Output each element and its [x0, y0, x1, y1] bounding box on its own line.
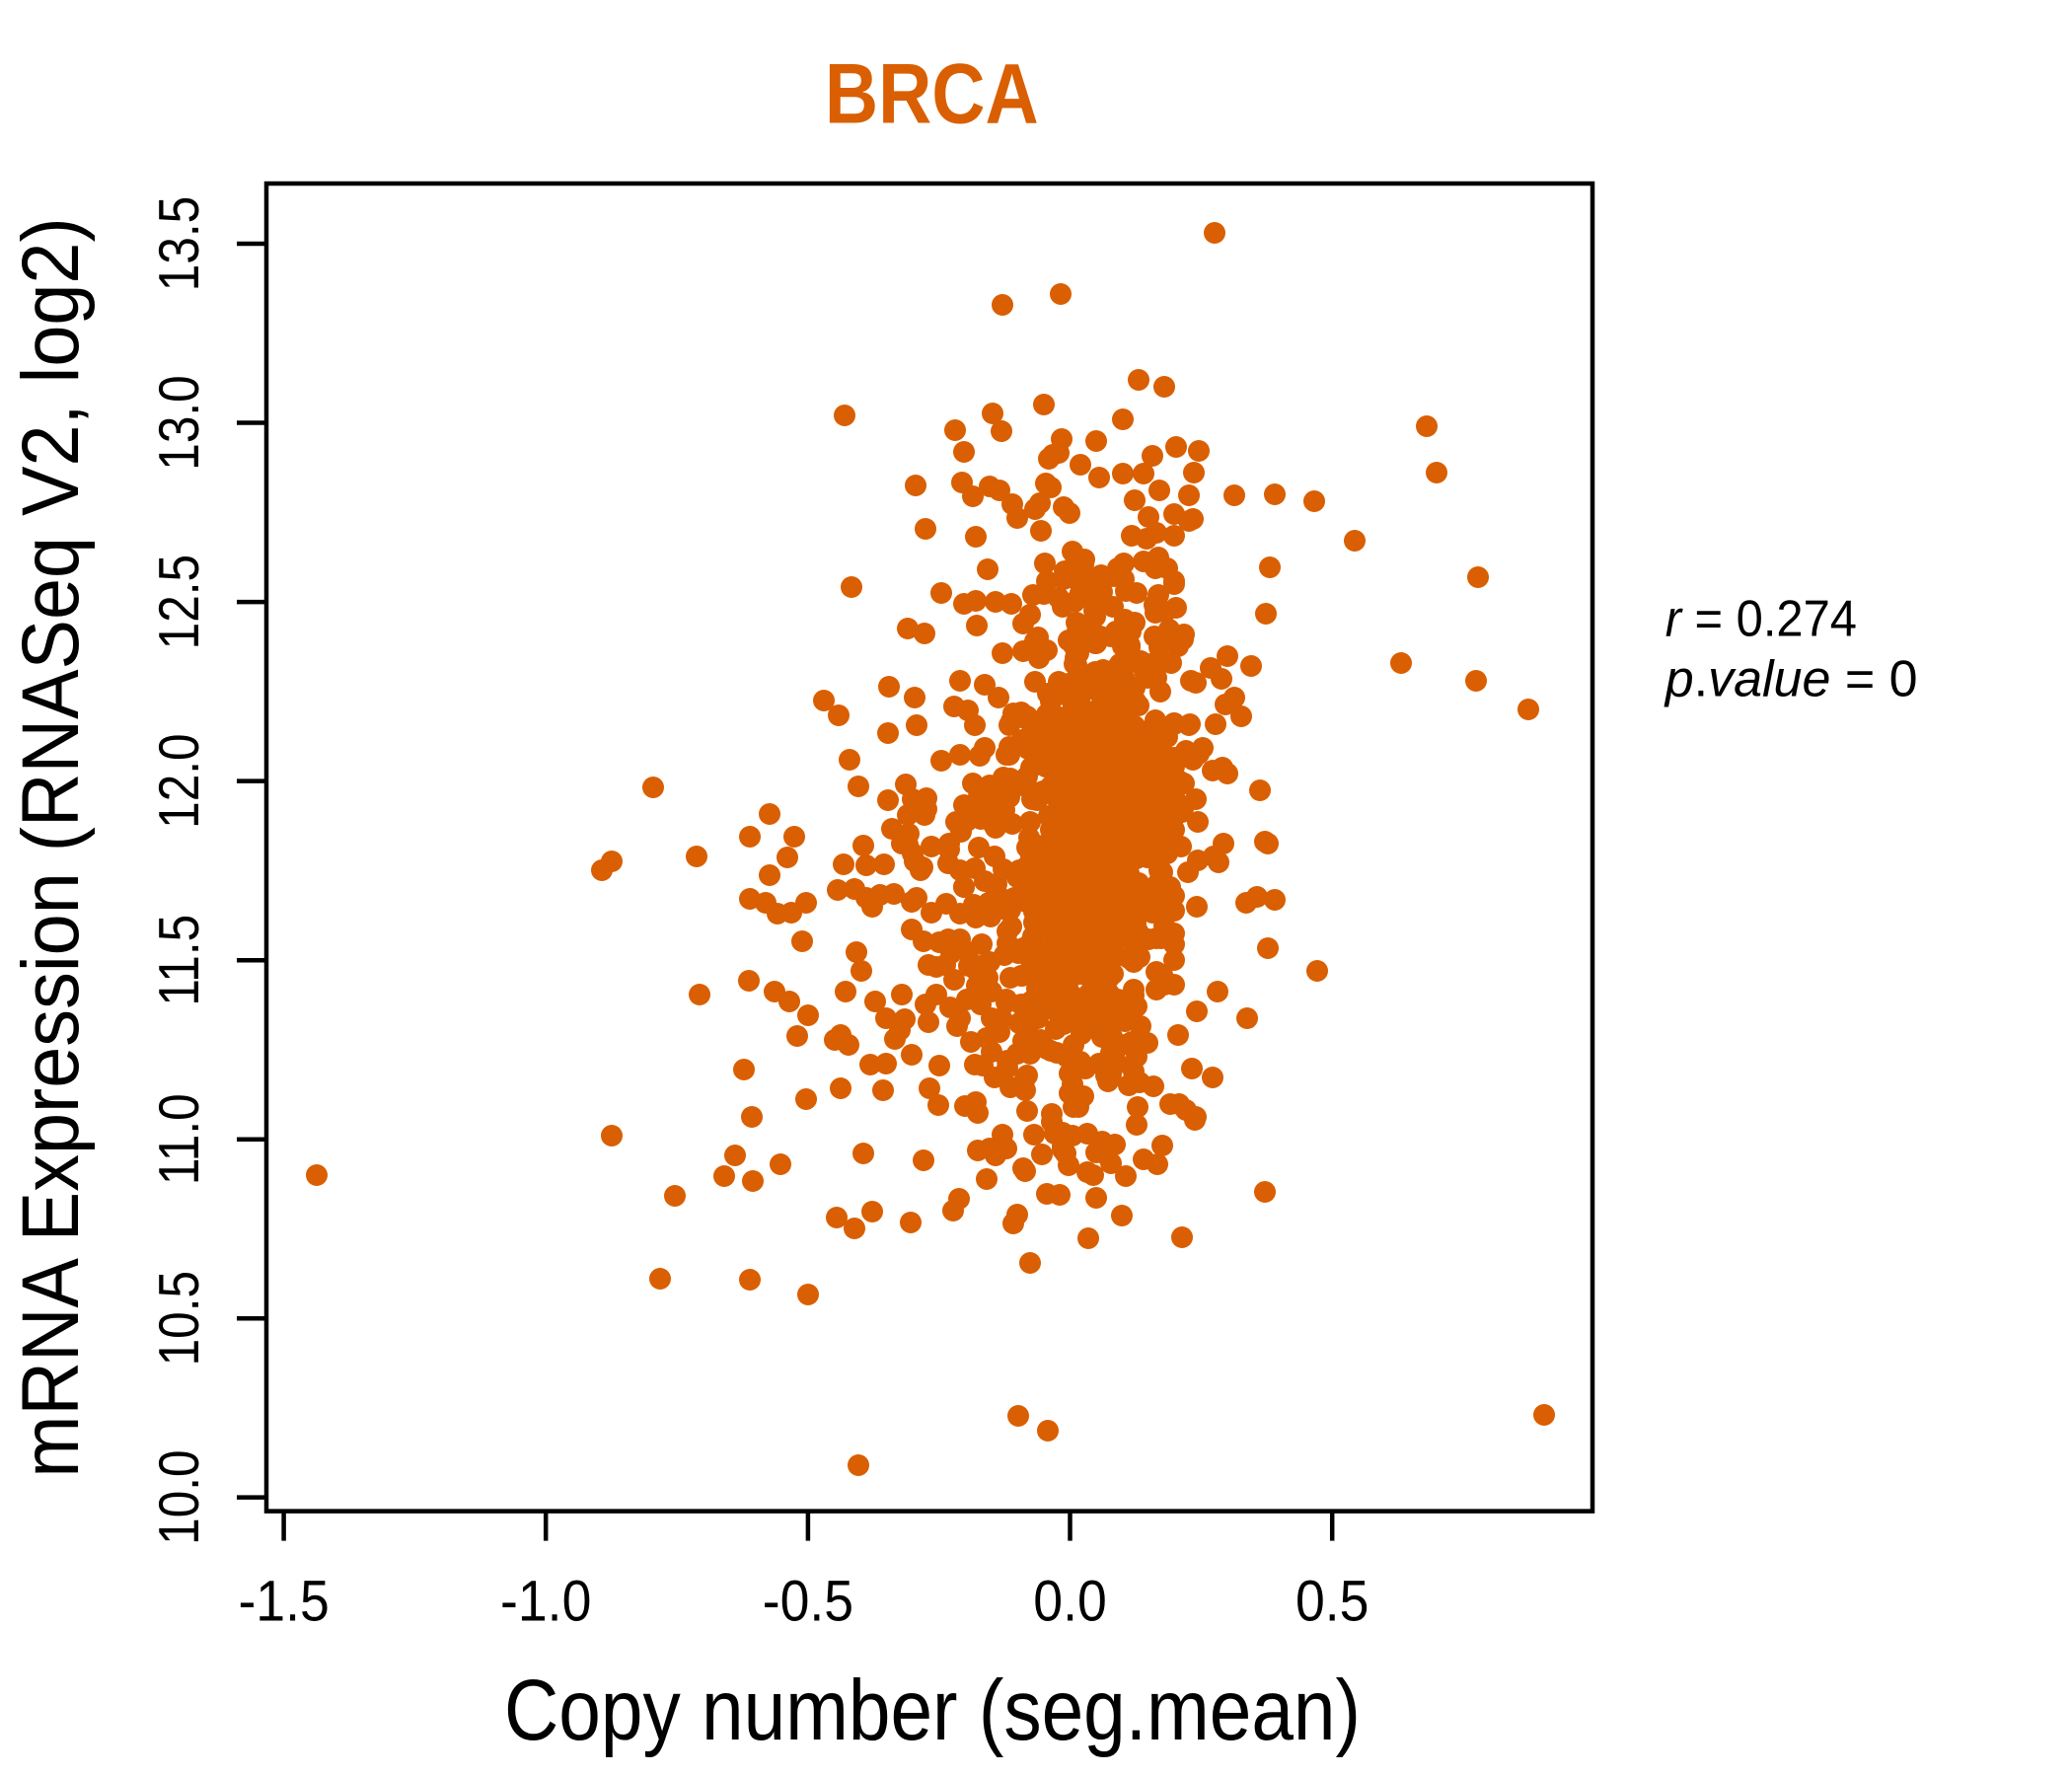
svg-text:0.0: 0.0: [1033, 1568, 1106, 1632]
svg-text:-1.5: -1.5: [238, 1568, 329, 1632]
svg-text:0.5: 0.5: [1295, 1568, 1369, 1632]
svg-text:mRNA Expression (RNASeq V2, lo: mRNA Expression (RNASeq V2, log2): [5, 217, 95, 1477]
svg-text:12.0: 12.0: [148, 733, 211, 828]
svg-text:10.0: 10.0: [148, 1449, 211, 1544]
svg-text:12.5: 12.5: [148, 555, 211, 649]
svg-text:11.0: 11.0: [148, 1093, 211, 1185]
svg-text:Copy number (seg.mean): Copy number (seg.mean): [504, 1663, 1361, 1758]
svg-text:10.5: 10.5: [148, 1271, 211, 1366]
svg-text:-1.0: -1.0: [500, 1568, 591, 1632]
svg-text:11.5: 11.5: [148, 915, 211, 1006]
svg-text:13.5: 13.5: [148, 196, 211, 291]
svg-text:13.0: 13.0: [148, 375, 211, 470]
svg-text:r = 0.274: r = 0.274: [1665, 589, 1857, 647]
svg-text:-0.5: -0.5: [763, 1568, 853, 1632]
svg-text:BRCA: BRCA: [825, 47, 1039, 142]
svg-text:p.value = 0: p.value = 0: [1664, 650, 1918, 707]
